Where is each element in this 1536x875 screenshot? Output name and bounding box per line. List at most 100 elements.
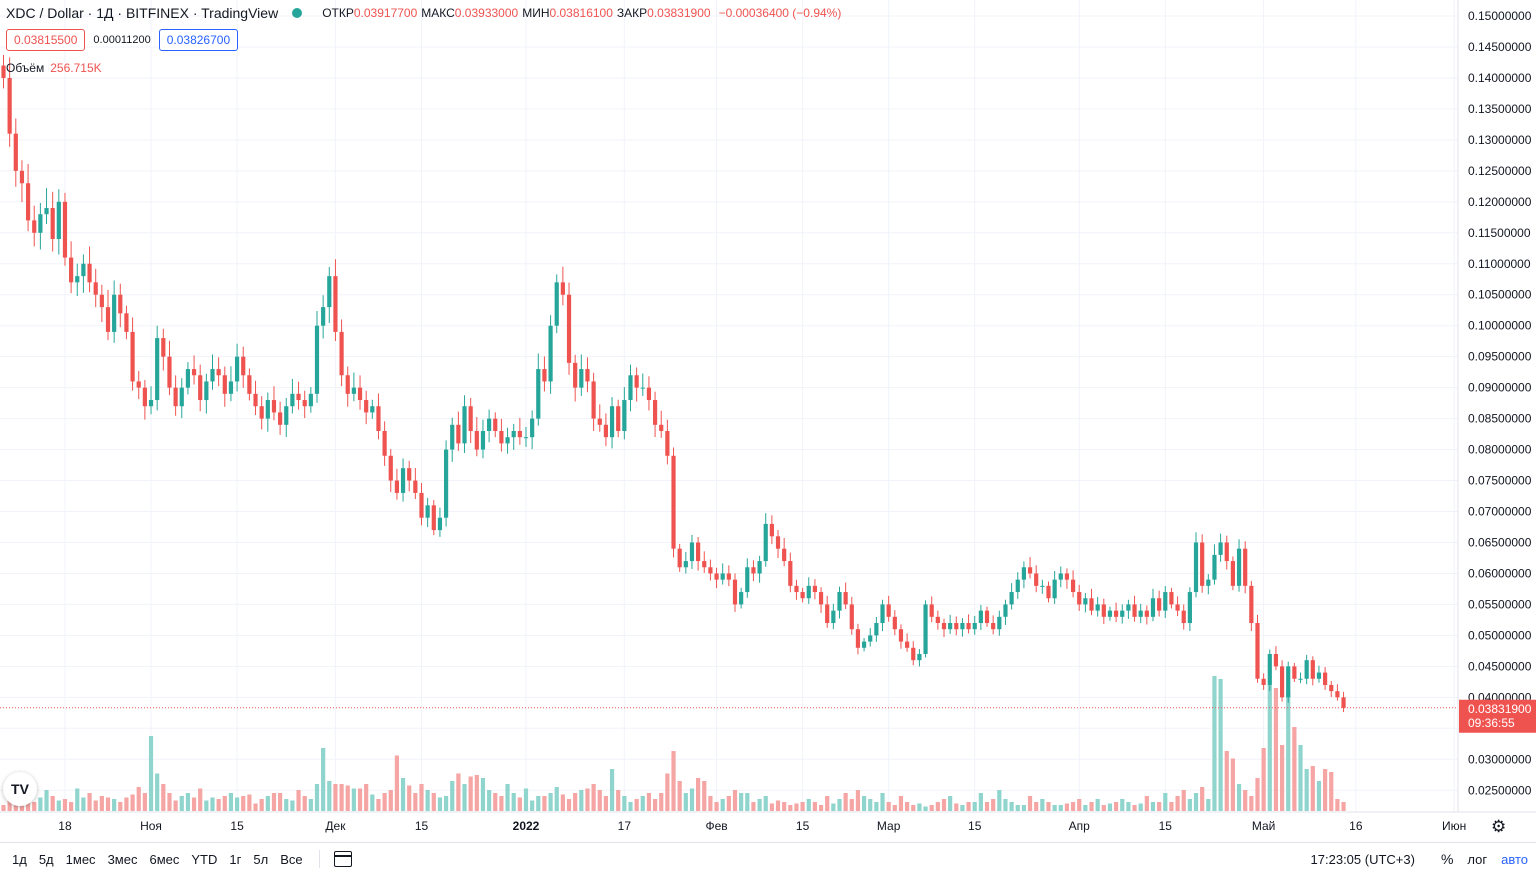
volume-bar	[1150, 802, 1156, 811]
candle-body	[775, 536, 781, 549]
volume-bar	[1335, 799, 1340, 811]
volume-bar	[487, 790, 492, 811]
volume-bar	[892, 805, 897, 811]
volume-bar	[585, 788, 590, 811]
volume-bar	[388, 790, 393, 811]
volume-bar	[357, 788, 363, 811]
volume-bar	[542, 796, 547, 811]
calendar-range-icon[interactable]	[333, 851, 352, 867]
candle-body	[327, 276, 332, 308]
volume-bar	[966, 802, 971, 811]
volume-bar	[185, 793, 191, 811]
volume-bar	[253, 803, 258, 811]
candle-body	[1304, 660, 1309, 679]
range-1m-button[interactable]: 1мес	[65, 851, 96, 867]
price-tick-label: 0.02500000	[1468, 783, 1532, 797]
volume-bar	[1114, 802, 1119, 811]
volume-label[interactable]: Объём	[6, 61, 45, 75]
volume-bar	[991, 799, 996, 811]
price-tick-label: 0.13500000	[1468, 102, 1532, 116]
volume-bar	[191, 797, 197, 811]
volume-bar	[861, 796, 867, 811]
time-tick-label: Ноя	[140, 819, 162, 833]
candle-body	[530, 418, 535, 438]
volume-bar	[1046, 802, 1051, 811]
volume-bar	[456, 773, 461, 811]
percent-scale-toggle[interactable]: %	[1440, 851, 1454, 867]
range-5y-button[interactable]: 5л	[253, 851, 269, 867]
volume-bar	[628, 802, 633, 811]
range-5d-button[interactable]: 5д	[38, 851, 54, 867]
volume-bar	[1089, 802, 1094, 811]
ask-button[interactable]: 0.03826700	[158, 29, 239, 51]
candle-body	[905, 641, 910, 648]
candle-body	[800, 592, 805, 599]
volume-bar	[1070, 802, 1076, 811]
volume-bar	[247, 794, 252, 811]
candle-body	[259, 406, 264, 419]
candle-body	[185, 369, 191, 388]
log-scale-toggle[interactable]: лог	[1467, 851, 1488, 867]
candle-body	[591, 381, 596, 419]
candle-body	[843, 592, 848, 605]
time-tick-label: 17	[618, 819, 632, 833]
volume-bar	[450, 781, 455, 811]
price-tick-label: 0.09500000	[1468, 350, 1532, 364]
candle-body	[333, 276, 338, 332]
range-all-button[interactable]: Все	[280, 851, 303, 867]
volume-bar	[745, 793, 750, 811]
candlestick-series	[1, 54, 1346, 713]
candle-body	[1083, 598, 1088, 605]
volume-bar	[302, 796, 307, 811]
candle-body	[44, 208, 49, 215]
chart-canvas[interactable]: 0.025000000.030000000.035000000.04000000…	[0, 0, 1536, 842]
bid-button[interactable]: 0.03815500	[6, 29, 86, 51]
candle-body	[818, 592, 824, 605]
range-1d-button[interactable]: 1д	[12, 851, 27, 867]
volume-bar	[210, 797, 215, 811]
volume-bar	[1255, 778, 1260, 811]
volume-bar	[1, 805, 6, 811]
candle-body	[204, 381, 209, 401]
candle-body	[579, 369, 584, 388]
range-ytd-button[interactable]: YTD	[191, 851, 218, 867]
range-1y-button[interactable]: 1г	[229, 851, 242, 867]
volume-bar	[1187, 799, 1192, 811]
volume-bar	[407, 785, 412, 811]
candle-body	[118, 294, 123, 314]
volume-bar	[609, 769, 615, 811]
candle-body	[450, 424, 455, 450]
volume-value: 256.715K	[50, 61, 102, 75]
volume-bar	[142, 793, 147, 811]
volume-bar	[708, 796, 713, 811]
tradingview-logo-icon[interactable]: TV	[3, 772, 37, 806]
candle-body	[948, 623, 953, 630]
candle-body	[646, 387, 652, 401]
auto-scale-toggle[interactable]: авто	[1501, 851, 1528, 867]
range-3m-button[interactable]: 3мес	[107, 851, 138, 867]
candle-body	[425, 505, 430, 518]
gear-icon[interactable]: ⚙	[1491, 817, 1507, 836]
price-tick-label: 0.05000000	[1468, 628, 1532, 642]
candle-body	[1298, 678, 1303, 680]
candle-body	[13, 133, 18, 171]
time-tick-label: 16	[1349, 819, 1363, 833]
candle-body	[1230, 561, 1235, 586]
volume-bar	[1040, 799, 1045, 811]
close-label: ЗАКР	[616, 6, 648, 20]
volume-bar	[788, 805, 793, 811]
candle-body	[351, 387, 356, 394]
range-6m-button[interactable]: 6мес	[149, 851, 180, 867]
timezone-clock[interactable]: 17:23:05 (UTC+3)	[1310, 851, 1415, 867]
symbol-title[interactable]: XDC / Dollar · 1Д · BITFINEX · TradingVi…	[6, 5, 279, 21]
candle-body	[302, 400, 307, 407]
volume-bar	[216, 799, 221, 811]
price-tick-label: 0.12500000	[1468, 164, 1532, 178]
volume-bar	[1175, 796, 1180, 811]
candle-body	[1015, 579, 1020, 593]
candle-body	[941, 623, 947, 630]
volume-bar	[1181, 790, 1186, 811]
candle-body	[732, 579, 738, 605]
volume-bar	[339, 784, 344, 811]
candle-body	[148, 400, 154, 407]
